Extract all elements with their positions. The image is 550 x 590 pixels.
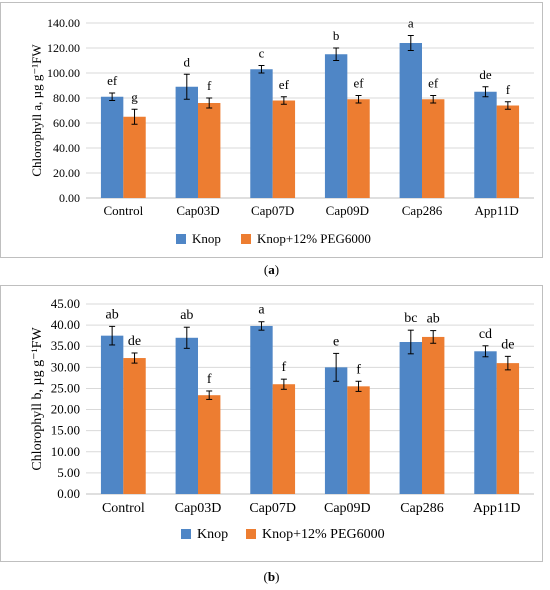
x-tick-label: Cap03D: [176, 203, 219, 218]
y-tick-label: 120.00: [47, 41, 80, 55]
significance-letter: de: [501, 337, 514, 352]
significance-letter: ab: [427, 312, 440, 327]
bar-knop: [175, 86, 198, 198]
significance-letter: f: [356, 362, 361, 377]
y-tick-label: 80.00: [53, 91, 80, 105]
bar-knop-12-peg6000: [123, 358, 146, 494]
caption-b-letter: b: [267, 569, 276, 584]
legend-swatch: [246, 529, 256, 539]
y-tick-label: 0.00: [59, 191, 80, 205]
bar-knop-12-peg6000: [272, 100, 296, 198]
x-tick-label: Control: [103, 203, 143, 218]
bar-knop: [324, 54, 348, 198]
chart-a-svg: 0.00 20.00 40.00 60.00 80.00 100.00 120.00 140.…: [29, 16, 534, 246]
y-tick-label: 40.00: [51, 317, 80, 332]
significance-letter: e: [333, 334, 339, 349]
bar-knop: [100, 335, 124, 494]
significance-letter: f: [207, 372, 212, 387]
x-tick-label: Cap09D: [326, 203, 369, 218]
y-tick-label: 60.00: [53, 116, 80, 130]
legend-label: Knop+12% PEG6000: [262, 527, 385, 542]
x-tick-label: Cap07D: [251, 203, 294, 218]
significance-letter: f: [282, 360, 287, 375]
bar-knop-12-peg6000: [123, 116, 146, 198]
x-tick-label: Cap07D: [249, 501, 296, 516]
x-tick-label: Cap09D: [324, 501, 371, 516]
significance-letter: cd: [479, 327, 492, 342]
bar-knop: [250, 325, 273, 494]
legend-swatch: [241, 234, 251, 244]
bar-knop: [399, 43, 422, 198]
y-tick-label: 40.00: [53, 141, 80, 155]
y-tick-label: 100.00: [47, 66, 80, 80]
y-tick-label: 140.00: [47, 16, 80, 30]
y-tick-label: 35.00: [51, 338, 80, 353]
significance-letter: ab: [106, 307, 119, 322]
bar-knop-12-peg6000: [347, 99, 370, 198]
significance-letter: b: [333, 28, 340, 43]
y-tick-label: 25.00: [51, 380, 80, 395]
bar-knop-12-peg6000: [198, 103, 221, 198]
y-tick-label: 20.00: [51, 402, 80, 417]
significance-letter: bc: [404, 311, 417, 326]
chart-panel-b: 0.00 5.00 10.00 15.00 20.00 25.00 30.00 35.00 40…: [0, 285, 543, 562]
bar-knop-12-peg6000: [198, 395, 221, 494]
x-tick-label: Control: [102, 501, 145, 516]
x-tick-label: App11D: [473, 501, 521, 516]
y-tick-label: 30.00: [51, 359, 80, 374]
significance-letter: f: [207, 78, 212, 93]
significance-letter: ef: [428, 76, 439, 91]
bar-knop-12-peg6000: [272, 384, 296, 494]
y-axis-label: Chlorophyll a, µg g⁻¹FW: [29, 44, 44, 177]
chart-b-svg: 0.00 5.00 10.00 15.00 20.00 25.00 30.00 35.00 40…: [30, 296, 534, 542]
significance-letter: de: [128, 334, 141, 349]
caption-b: (b): [263, 569, 280, 584]
x-tick-label: Cap286: [402, 203, 443, 218]
significance-letter: ab: [180, 308, 193, 323]
bar-knop: [250, 69, 273, 198]
legend-label: Knop: [197, 527, 228, 542]
significance-letter: g: [131, 89, 138, 104]
y-tick-label: 5.00: [57, 465, 80, 480]
bar-knop-12-peg6000: [422, 99, 445, 198]
y-tick-label: 10.00: [51, 444, 80, 459]
legend-label: Knop+12% PEG6000: [257, 231, 371, 246]
y-axis-label: Chlorophyll b, µg g⁻¹FW: [30, 327, 45, 471]
bar-knop-12-peg6000: [496, 363, 520, 494]
significance-letter: ef: [279, 77, 290, 92]
bar-knop: [100, 96, 124, 198]
y-tick-label: 45.00: [51, 296, 80, 311]
legend-label: Knop: [192, 231, 221, 246]
significance-letter: ef: [353, 76, 364, 91]
x-tick-label: Cap03D: [175, 501, 222, 516]
legend-swatch: [176, 234, 186, 244]
significance-letter: a: [258, 303, 265, 318]
bar-knop-12-peg6000: [496, 105, 520, 198]
caption-a-letter: a: [268, 262, 275, 277]
significance-letter: c: [259, 46, 265, 61]
significance-letter: de: [479, 67, 492, 82]
bar-knop: [399, 342, 422, 494]
significance-letter: f: [506, 82, 511, 97]
bar-knop-12-peg6000: [422, 336, 445, 494]
caption-a: (a): [263, 262, 280, 277]
significance-letter: a: [408, 16, 414, 31]
significance-letter: ef: [107, 73, 118, 88]
x-tick-label: Cap286: [400, 501, 444, 516]
y-tick-label: 15.00: [51, 423, 80, 438]
bar-knop-12-peg6000: [347, 386, 370, 494]
y-tick-label: 0.00: [57, 486, 80, 501]
significance-letter: d: [184, 54, 191, 69]
bar-knop: [474, 351, 497, 494]
bar-knop: [324, 367, 348, 494]
y-tick-label: 20.00: [53, 166, 80, 180]
x-tick-label: App11D: [475, 203, 519, 218]
chart-panel-a: 0.00 20.00 40.00 60.00 80.00 100.00 120.00 140.…: [0, 2, 543, 258]
bar-knop: [474, 91, 497, 198]
bar-knop: [175, 337, 198, 494]
legend-swatch: [181, 529, 191, 539]
